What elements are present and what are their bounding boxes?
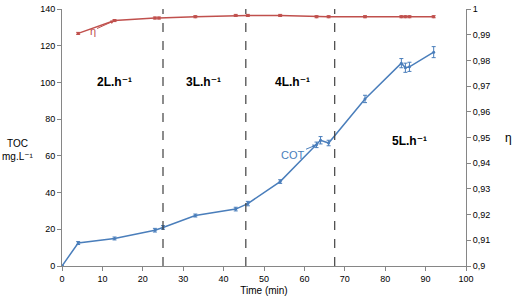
svg-text:5L.h⁻¹: 5L.h⁻¹ xyxy=(392,134,427,148)
svg-text:120: 120 xyxy=(40,41,55,51)
svg-text:20: 20 xyxy=(138,274,148,284)
svg-text:0,97: 0,97 xyxy=(473,81,491,91)
svg-text:0,96: 0,96 xyxy=(473,107,491,117)
svg-text:0: 0 xyxy=(59,274,64,284)
svg-text:2L.h⁻¹: 2L.h⁻¹ xyxy=(97,75,132,89)
svg-text:80: 80 xyxy=(380,274,390,284)
svg-text:Time (min): Time (min) xyxy=(240,285,287,296)
svg-text:η: η xyxy=(90,25,96,37)
svg-text:0: 0 xyxy=(50,261,55,271)
svg-text:0,93: 0,93 xyxy=(473,184,491,194)
svg-text:η: η xyxy=(505,131,512,145)
svg-text:0,99: 0,99 xyxy=(473,30,491,40)
svg-text:100: 100 xyxy=(40,78,55,88)
svg-text:0,91: 0,91 xyxy=(473,235,491,245)
svg-text:40: 40 xyxy=(219,274,229,284)
svg-text:20: 20 xyxy=(45,224,55,234)
svg-text:100: 100 xyxy=(458,274,473,284)
svg-text:80: 80 xyxy=(45,114,55,124)
svg-text:0,98: 0,98 xyxy=(473,56,491,66)
svg-text:4L.h⁻¹: 4L.h⁻¹ xyxy=(275,75,310,89)
svg-text:40: 40 xyxy=(45,188,55,198)
svg-text:50: 50 xyxy=(259,274,269,284)
svg-text:60: 60 xyxy=(45,151,55,161)
svg-text:0,95: 0,95 xyxy=(473,133,491,143)
svg-text:0,92: 0,92 xyxy=(473,210,491,220)
svg-text:70: 70 xyxy=(340,274,350,284)
svg-text:3L.h⁻¹: 3L.h⁻¹ xyxy=(186,75,221,89)
svg-text:90: 90 xyxy=(421,274,431,284)
svg-text:10: 10 xyxy=(97,274,107,284)
svg-text:1: 1 xyxy=(473,4,478,14)
svg-text:TOCmg.L⁻¹: TOCmg.L⁻¹ xyxy=(2,138,34,162)
svg-text:COT: COT xyxy=(281,149,305,161)
svg-text:140: 140 xyxy=(40,4,55,14)
svg-text:30: 30 xyxy=(178,274,188,284)
svg-text:0,9: 0,9 xyxy=(473,261,486,271)
svg-text:60: 60 xyxy=(299,274,309,284)
svg-text:0,94: 0,94 xyxy=(473,158,491,168)
